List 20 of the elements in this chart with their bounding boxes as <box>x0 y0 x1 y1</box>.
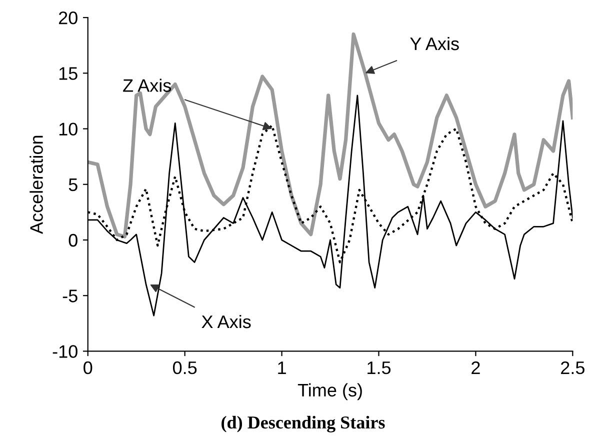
y-tick-label: 20 <box>58 11 78 24</box>
annotation: Z Axis <box>123 78 172 92</box>
x-tick-label: 0 <box>84 361 92 374</box>
x-tick-label: 2 <box>472 361 480 374</box>
y-tick-label: 10 <box>59 122 78 136</box>
annotation: X Axis <box>202 314 251 328</box>
y-tick-label: 5 <box>68 178 78 192</box>
line-series <box>88 32 573 238</box>
x-axis-title: Time (s) <box>298 383 362 400</box>
x-tick-label: 0.5 <box>172 361 197 374</box>
y-axis-title: Acceleration <box>30 136 43 234</box>
annotation: Y Axis <box>410 36 459 50</box>
y-tick-label: -5 <box>62 290 78 302</box>
x-tick-label: 1 <box>278 362 286 374</box>
y-tick-label: -10 <box>52 345 78 358</box>
y-tick-label: 15 <box>59 67 78 80</box>
text: (d) Descending Stairs <box>222 416 385 432</box>
y-tick-label: 0 <box>68 234 78 247</box>
x-tick-label: 1.5 <box>368 362 391 374</box>
x-tick-label: 2.5 <box>561 361 584 374</box>
